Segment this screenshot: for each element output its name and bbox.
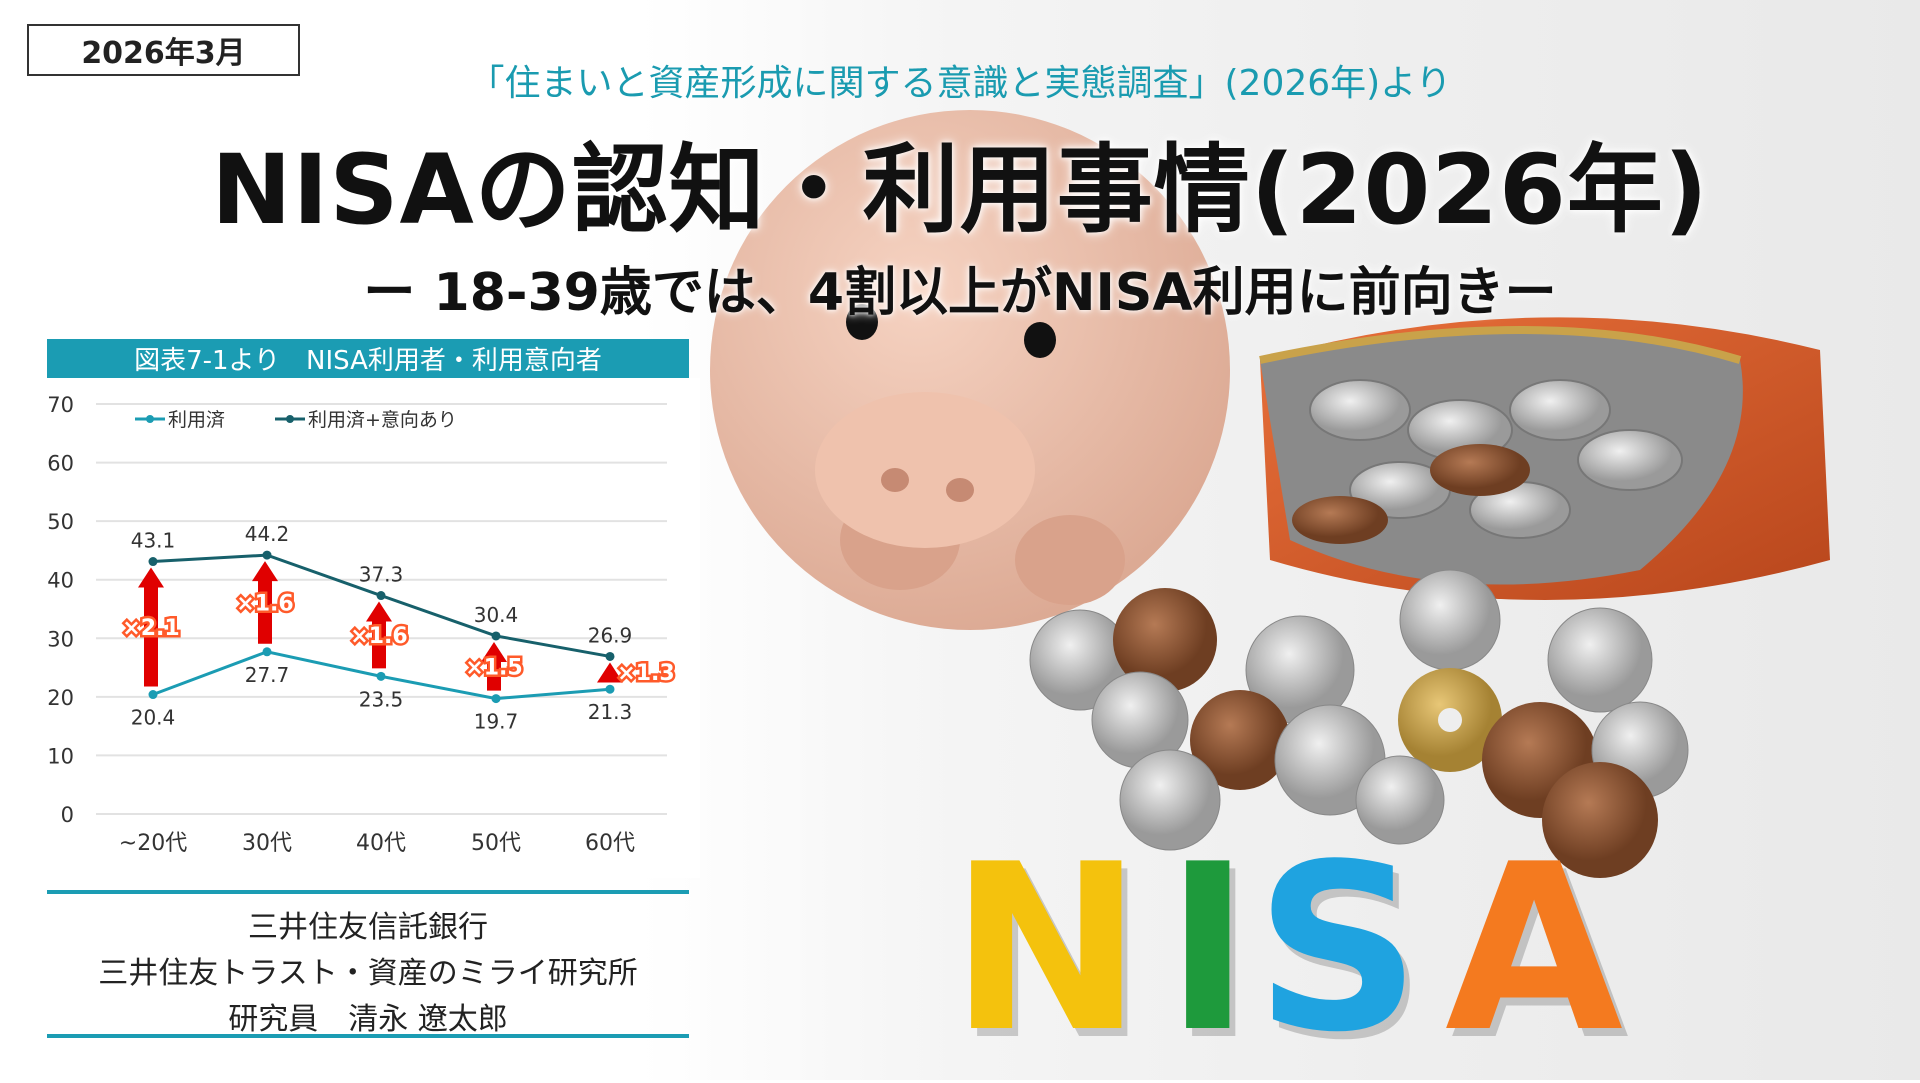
credit-researcher: 研究員 清永 遼太郎 — [228, 1002, 508, 1037]
y-tick-label: 0 — [61, 803, 74, 827]
piggy-bank — [710, 110, 1230, 630]
data-label: 43.1 — [131, 529, 176, 553]
coin-purse — [1259, 317, 1830, 600]
data-point — [376, 671, 386, 681]
photo-illustration — [710, 110, 1830, 878]
data-label: 27.7 — [245, 663, 290, 687]
multiplier-arrow-head — [138, 567, 164, 588]
chart-panel — [0, 378, 700, 878]
y-tick-label: 30 — [47, 627, 74, 651]
data-point — [376, 591, 386, 601]
y-tick-label: 70 — [47, 393, 74, 417]
source-note: 「住まいと資産形成に関する意識と実態調査」(2026年)より — [468, 63, 1452, 104]
legend-label: 利用済+意向あり — [308, 409, 457, 431]
chart-title: 図表7-1より NISA利用者・利用意向者 — [47, 339, 689, 378]
x-tick-label: 30代 — [242, 831, 292, 856]
data-point — [491, 631, 501, 641]
data-label: 19.7 — [474, 710, 519, 734]
date-label: 2026年3月 — [27, 24, 300, 76]
multiplier-label: ×1.6 — [350, 624, 407, 649]
data-label: 21.3 — [588, 700, 633, 724]
data-point — [605, 684, 615, 694]
data-label: 30.4 — [474, 603, 519, 627]
multiplier-arrow-head — [597, 662, 623, 683]
data-point — [491, 694, 501, 704]
legend-marker — [146, 415, 154, 423]
multiplier-label: ×2.1 — [122, 616, 179, 641]
data-point — [148, 690, 158, 700]
data-point — [605, 651, 615, 661]
page-subtitle: ー 18-39歳では、4割以上がNISA利用に前向きー — [363, 263, 1557, 323]
letter-s: S — [1255, 816, 1421, 1083]
multiplier-arrow-shaft — [258, 579, 272, 644]
multiplier-label: ×1.6 — [236, 591, 293, 616]
coins — [1029, 569, 1689, 878]
line-chart: 0 10 20 30 40 50 60 70 ~20代 30代 40代 50代 60代 ×2.1 ×1.6 ×… — [47, 393, 677, 856]
data-point — [262, 550, 272, 560]
multiplier-arrow-shaft — [372, 619, 386, 669]
letter-n: N — [950, 816, 1143, 1083]
y-tick-label: 60 — [47, 452, 74, 476]
y-tick-label: 40 — [47, 569, 74, 593]
data-label: 44.2 — [245, 522, 290, 546]
data-label: 20.4 — [131, 706, 176, 730]
legend-label: 利用済 — [168, 409, 225, 431]
y-tick-label: 50 — [47, 510, 74, 534]
data-label: 37.3 — [359, 563, 404, 587]
x-tick-label: 50代 — [471, 831, 521, 856]
y-tick-label: 20 — [47, 686, 74, 710]
x-tick-label: 60代 — [585, 831, 635, 856]
multiplier-label: ×1.3 — [617, 661, 674, 686]
data-label: 26.9 — [588, 623, 633, 647]
letter-a: A — [1445, 816, 1624, 1083]
x-tick-label: 40代 — [356, 831, 406, 856]
legend-marker — [286, 415, 294, 423]
letter-i: I — [1165, 816, 1251, 1083]
page-title: NISAの認知・利用事情(2026年) — [211, 134, 1709, 246]
multiplier-label: ×1.5 — [465, 655, 522, 680]
y-tick-label: 10 — [47, 744, 74, 768]
multiplier-arrow-shaft — [144, 585, 158, 687]
divider-bottom — [47, 1034, 689, 1038]
credit-institute: 三井住友トラスト・資産のミライ研究所 — [98, 956, 638, 991]
multiplier-arrow-head — [481, 641, 507, 662]
multiplier-arrow-head — [366, 601, 392, 622]
multiplier-arrow-head — [252, 561, 278, 582]
divider-top — [47, 890, 689, 894]
data-point — [262, 647, 272, 657]
x-tick-label: ~20代 — [119, 831, 187, 856]
data-label: 23.5 — [359, 687, 404, 711]
credit-company: 三井住友信託銀行 — [248, 910, 488, 945]
data-point — [148, 557, 158, 567]
multiplier-arrow-shaft — [487, 659, 501, 691]
